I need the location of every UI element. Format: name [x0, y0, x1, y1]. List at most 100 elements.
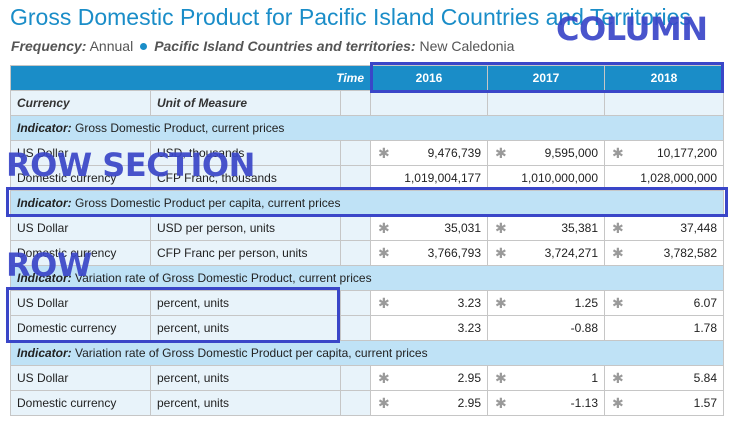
currency-cell[interactable]: US Dollar: [10, 365, 151, 391]
indicator-name[interactable]: Gross Domestic Product, current prices: [75, 121, 285, 135]
value-text: 35,381: [561, 221, 599, 235]
value-cell[interactable]: ✱ 5.84: [604, 365, 725, 391]
asterisk-icon[interactable]: ✱: [612, 145, 624, 161]
asterisk-icon[interactable]: ✱: [612, 295, 624, 311]
spacer-cell: [339, 290, 372, 316]
value-text: 1,010,000,000: [521, 171, 599, 185]
spacer-cell: [339, 315, 372, 341]
table-row: Domestic currency CFP Franc per person, u…: [10, 240, 725, 266]
empty-cell: [604, 90, 725, 116]
value-text: 1.57: [693, 396, 718, 410]
value-text: 3.23: [457, 321, 482, 335]
value-cell[interactable]: -0.88: [487, 315, 606, 341]
value-text: 1,028,000,000: [640, 171, 718, 185]
spacer-cell: [339, 165, 372, 191]
indicator-cell: Indicator: Variation rate of Gross Domes…: [9, 340, 725, 366]
indicator-prefix: Indicator:: [17, 121, 72, 135]
asterisk-icon[interactable]: ✱: [378, 145, 390, 161]
unit-cell[interactable]: USD per person, units: [150, 215, 341, 241]
asterisk-icon[interactable]: ✱: [495, 245, 507, 261]
value-cell[interactable]: ✱ 3.23: [370, 290, 489, 316]
value-cell[interactable]: ✱ 2.95: [370, 390, 489, 416]
value-text: -0.88: [570, 321, 599, 335]
value-cell[interactable]: 1,028,000,000: [604, 165, 725, 191]
spacer-cell: [339, 90, 372, 116]
value-cell[interactable]: ✱ 35,381: [487, 215, 606, 241]
asterisk-icon[interactable]: ✱: [612, 395, 624, 411]
asterisk-icon[interactable]: ✱: [378, 220, 390, 236]
indicator-cell: Indicator: Gross Domestic Product per ca…: [9, 190, 725, 216]
asterisk-icon[interactable]: ✱: [495, 220, 507, 236]
value-cell[interactable]: ✱ 9,595,000: [487, 140, 606, 166]
currency-column-header[interactable]: Currency: [10, 90, 151, 116]
asterisk-icon[interactable]: ✱: [378, 245, 390, 261]
currency-cell[interactable]: US Dollar: [10, 215, 151, 241]
year-header-2017[interactable]: 2017: [487, 65, 606, 91]
value-cell[interactable]: ✱ -1.13: [487, 390, 606, 416]
value-text: 1.25: [574, 296, 599, 310]
currency-cell[interactable]: Domestic currency: [10, 390, 151, 416]
value-cell[interactable]: ✱ 1: [487, 365, 606, 391]
value-cell[interactable]: 1,010,000,000: [487, 165, 606, 191]
value-cell[interactable]: ✱ 2.95: [370, 365, 489, 391]
indicator-name[interactable]: Variation rate of Gross Domestic Product…: [75, 346, 428, 360]
currency-cell[interactable]: Domestic currency: [10, 315, 151, 341]
currency-cell[interactable]: US Dollar: [10, 290, 151, 316]
asterisk-icon[interactable]: ✱: [378, 370, 390, 386]
page-subtitle: Frequency: Annual Pacific Island Countrie…: [11, 38, 514, 54]
asterisk-icon[interactable]: ✱: [495, 395, 507, 411]
unit-cell[interactable]: percent, units: [150, 365, 341, 391]
area-value[interactable]: New Caledonia: [419, 38, 515, 54]
value-cell[interactable]: 1,019,004,177: [370, 165, 489, 191]
indicator-section-row: Indicator: Gross Domestic Product, curre…: [9, 115, 725, 141]
currency-cell[interactable]: US Dollar: [10, 140, 151, 166]
unit-cell[interactable]: CFP Franc, thousands: [150, 165, 341, 191]
indicator-prefix: Indicator:: [17, 271, 72, 285]
value-cell[interactable]: ✱ 1.25: [487, 290, 606, 316]
value-cell[interactable]: ✱ 9,476,739: [370, 140, 489, 166]
asterisk-icon[interactable]: ✱: [612, 370, 624, 386]
value-cell[interactable]: ✱ 3,724,271: [487, 240, 606, 266]
unit-cell[interactable]: percent, units: [150, 315, 341, 341]
asterisk-icon[interactable]: ✱: [612, 245, 624, 261]
unit-cell[interactable]: USD, thousands: [150, 140, 341, 166]
value-cell[interactable]: 3.23: [370, 315, 489, 341]
value-cell[interactable]: ✱ 6.07: [604, 290, 725, 316]
spacer-cell: [339, 215, 372, 241]
asterisk-icon[interactable]: ✱: [495, 295, 507, 311]
value-text: 3.23: [457, 296, 482, 310]
asterisk-icon[interactable]: ✱: [495, 370, 507, 386]
value-cell[interactable]: ✱ 3,766,793: [370, 240, 489, 266]
spacer-cell: [339, 390, 372, 416]
unit-cell[interactable]: CFP Franc per person, units: [150, 240, 341, 266]
asterisk-icon[interactable]: ✱: [612, 220, 624, 236]
value-text: 35,031: [444, 221, 482, 235]
value-text: 10,177,200: [656, 146, 718, 160]
table-row: US Dollar USD per person, units ✱ 35,031 ✱ 35…: [10, 215, 725, 241]
frequency-value[interactable]: Annual: [89, 38, 134, 54]
year-header-2016[interactable]: 2016: [370, 65, 489, 91]
unit-column-header[interactable]: Unit of Measure: [150, 90, 341, 116]
value-text: 2.95: [457, 396, 482, 410]
value-cell[interactable]: ✱ 35,031: [370, 215, 489, 241]
indicator-name[interactable]: Gross Domestic Product per capita, curre…: [75, 196, 341, 210]
asterisk-icon[interactable]: ✱: [378, 295, 390, 311]
indicator-name[interactable]: Variation rate of Gross Domestic Product…: [75, 271, 372, 285]
unit-cell[interactable]: percent, units: [150, 390, 341, 416]
value-cell[interactable]: ✱ 37,448: [604, 215, 725, 241]
bullet-icon: [140, 42, 148, 50]
value-cell[interactable]: ✱ 1.57: [604, 390, 725, 416]
indicator-cell: Indicator: Gross Domestic Product, curre…: [9, 115, 725, 141]
value-cell[interactable]: 1.78: [604, 315, 725, 341]
asterisk-icon[interactable]: ✱: [378, 395, 390, 411]
unit-cell[interactable]: percent, units: [150, 290, 341, 316]
year-header-2018[interactable]: 2018: [604, 65, 725, 91]
value-text: 1: [591, 371, 599, 385]
currency-cell[interactable]: Domestic currency: [10, 240, 151, 266]
value-cell[interactable]: ✱ 10,177,200: [604, 140, 725, 166]
value-text: 1,019,004,177: [404, 171, 482, 185]
value-cell[interactable]: ✱ 3,782,582: [604, 240, 725, 266]
empty-cell: [370, 90, 489, 116]
value-text: 6.07: [693, 296, 718, 310]
asterisk-icon[interactable]: ✱: [495, 145, 507, 161]
